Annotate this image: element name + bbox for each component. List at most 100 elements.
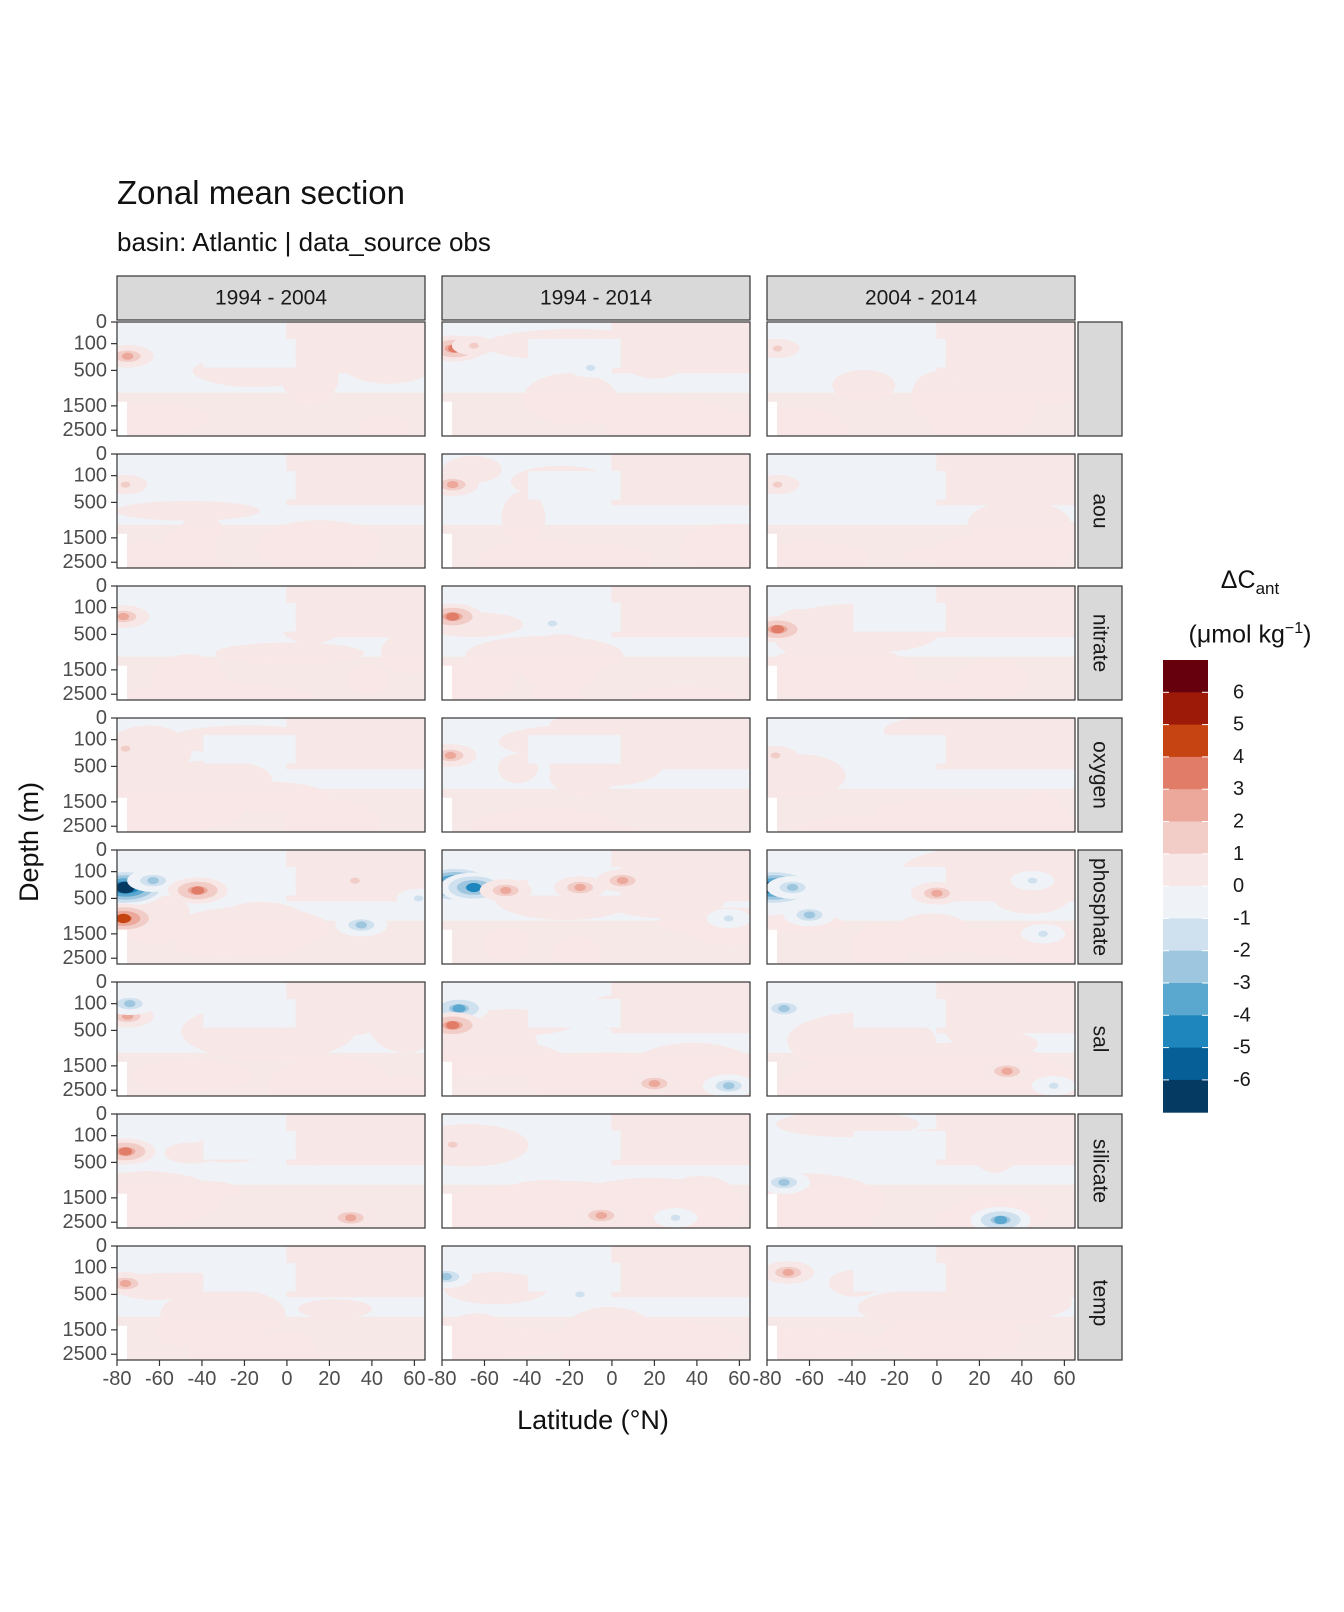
legend-color-bin bbox=[1163, 853, 1208, 887]
heatmap-feature-core bbox=[1001, 1067, 1013, 1075]
panel-border bbox=[766, 717, 1076, 833]
x-tick-label: -60 bbox=[470, 1368, 499, 1390]
heatmap-band bbox=[853, 603, 946, 632]
legend-unit-prefix: (μmol kg bbox=[1188, 620, 1285, 649]
row-strip-label: temp bbox=[1089, 1280, 1112, 1327]
y-tick-label: 2500 bbox=[63, 1079, 108, 1101]
heatmap-feature-core bbox=[120, 481, 131, 488]
legend-label: 3 bbox=[1233, 778, 1244, 800]
facet-panel bbox=[116, 849, 426, 965]
heatmap-band bbox=[203, 603, 296, 632]
heatmap-feature-core bbox=[121, 352, 134, 360]
legend-color-bin bbox=[1163, 918, 1208, 952]
heatmap-band bbox=[853, 1131, 946, 1160]
y-axes: 0100500150025000100500150025000100500150… bbox=[63, 311, 117, 1365]
land-mask bbox=[767, 929, 777, 964]
land-mask bbox=[117, 533, 127, 568]
heatmap-feature-core bbox=[447, 1141, 458, 1148]
heatmap-band bbox=[528, 999, 621, 1028]
facet-panel bbox=[441, 585, 751, 701]
panel-border bbox=[441, 849, 751, 965]
legend-color-bin bbox=[1163, 983, 1208, 1016]
heatmap-band bbox=[611, 1114, 750, 1166]
facet-panel bbox=[116, 585, 426, 701]
heatmap-band bbox=[203, 735, 296, 764]
y-tick-label: 0 bbox=[96, 839, 107, 861]
heatmap-feature-core bbox=[772, 345, 783, 352]
facet-panel bbox=[116, 981, 426, 1097]
legend-color-bin bbox=[1163, 756, 1208, 790]
legend-label: 2 bbox=[1233, 811, 1244, 833]
x-tick-label: 0 bbox=[281, 1368, 292, 1390]
heatmap-feature-core bbox=[147, 877, 159, 885]
y-tick-label: 500 bbox=[74, 623, 107, 645]
row-strip-label: oxygen bbox=[1089, 741, 1112, 809]
heatmap-feature-core bbox=[723, 1082, 735, 1090]
y-tick-label: 2500 bbox=[63, 1343, 108, 1365]
heatmap-band bbox=[936, 322, 1075, 374]
chart-title: Zonal mean section bbox=[117, 174, 405, 211]
facet-panel bbox=[116, 1245, 426, 1361]
panel-border bbox=[116, 453, 426, 569]
column-strip-label: 1994 - 2014 bbox=[540, 287, 652, 310]
heatmap-field bbox=[442, 322, 750, 436]
land-mask bbox=[117, 665, 127, 700]
legend-label: -2 bbox=[1233, 940, 1251, 962]
facet-panel bbox=[116, 717, 426, 833]
row-strip-box bbox=[1077, 849, 1123, 965]
facet-panel bbox=[116, 453, 426, 569]
y-tick-label: 1500 bbox=[63, 791, 108, 813]
x-tick-label: -80 bbox=[428, 1368, 457, 1390]
y-tick-label: 0 bbox=[96, 707, 107, 729]
heatmap-band bbox=[936, 454, 1075, 506]
chart-subtitle: basin: Atlantic | data_source obs bbox=[117, 227, 491, 257]
panel-border bbox=[116, 717, 426, 833]
heatmap-feature-core bbox=[355, 921, 367, 929]
heatmap-feature-core bbox=[595, 1211, 607, 1220]
heatmap-band bbox=[853, 339, 946, 368]
y-tick-label: 0 bbox=[96, 311, 107, 333]
row-strip-box bbox=[1077, 1113, 1123, 1229]
heatmap-band bbox=[767, 656, 1075, 700]
legend-color-bin bbox=[1163, 1015, 1208, 1049]
facet-panel bbox=[441, 321, 751, 437]
row-strip: oxygen bbox=[1077, 717, 1123, 833]
land-mask bbox=[442, 929, 452, 964]
panel-border bbox=[441, 981, 751, 1097]
land-mask bbox=[117, 1061, 127, 1096]
heatmap-band bbox=[611, 1246, 750, 1298]
legend-title-line1: ΔCant bbox=[1160, 560, 1340, 609]
legend-title-sub: ant bbox=[1255, 579, 1280, 598]
heatmap-band bbox=[203, 471, 296, 500]
x-tick-label: 20 bbox=[968, 1368, 990, 1390]
heatmap-feature-core bbox=[344, 1214, 357, 1222]
row-strip: silicate bbox=[1077, 1113, 1123, 1229]
land-mask bbox=[767, 665, 777, 700]
land-mask bbox=[117, 797, 127, 832]
x-tick-label: 20 bbox=[318, 1368, 340, 1390]
y-tick-label: 100 bbox=[74, 729, 107, 751]
land-mask bbox=[442, 1193, 452, 1228]
facet-grid bbox=[116, 321, 1076, 1361]
legend-color-bin bbox=[1163, 1047, 1208, 1081]
row-strip-box bbox=[1077, 585, 1123, 701]
x-tick-label: 40 bbox=[1011, 1368, 1033, 1390]
land-mask bbox=[117, 401, 127, 436]
panel-border bbox=[766, 849, 1076, 965]
heatmap-band bbox=[442, 920, 750, 964]
heatmap-field bbox=[767, 718, 1075, 832]
panel-border bbox=[116, 1245, 426, 1361]
x-tick-label: -20 bbox=[230, 1368, 259, 1390]
y-tick-label: 500 bbox=[74, 1283, 107, 1305]
y-tick-label: 500 bbox=[74, 1151, 107, 1173]
heatmap-band bbox=[203, 1131, 296, 1160]
land-mask bbox=[117, 1193, 127, 1228]
heatmap-band bbox=[117, 392, 425, 436]
panel-border bbox=[766, 585, 1076, 701]
legend-label: -5 bbox=[1233, 1037, 1251, 1059]
heatmap-band bbox=[528, 1131, 621, 1160]
row-strip-label: silicate bbox=[1089, 1139, 1112, 1203]
x-axes: -80 -60 -40 -20 0 20 40 60 -80 -60 -40 -20 0 20 40 60 -8… bbox=[103, 1360, 1076, 1390]
heatmap-band bbox=[286, 718, 425, 770]
heatmap-feature-core bbox=[117, 913, 131, 924]
